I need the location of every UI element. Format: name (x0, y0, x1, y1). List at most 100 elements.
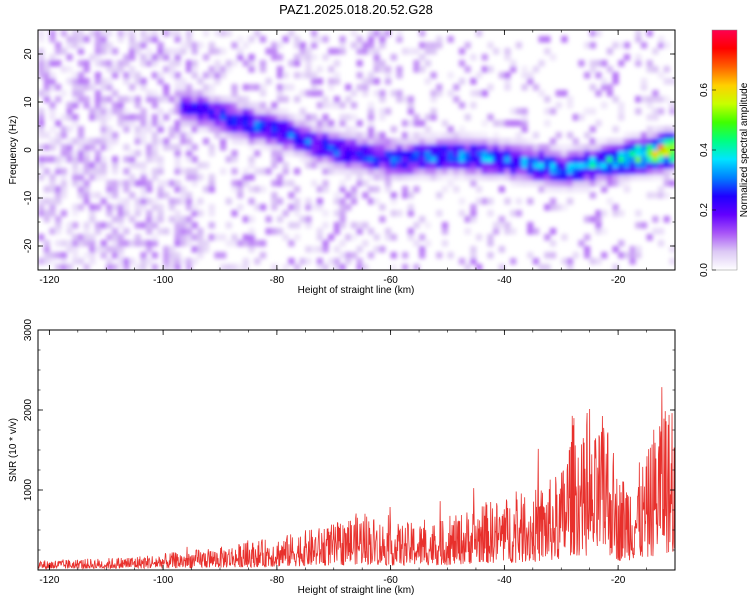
heatmap-cell (515, 120, 523, 127)
heatmap-cell (595, 174, 602, 181)
heatmap-cell (89, 54, 96, 61)
heatmap-cell (578, 156, 585, 163)
heatmap-cell (430, 174, 437, 181)
heatmap-cell (555, 180, 562, 187)
heatmap-cell (430, 96, 437, 103)
heatmap-cell (487, 168, 494, 175)
heatmap-cell (299, 156, 306, 163)
heatmap-cell (384, 108, 392, 115)
heatmap-cell (333, 138, 341, 145)
heatmap-cell (146, 180, 153, 187)
heatmap-cell (231, 138, 238, 145)
heatmap-cell (60, 150, 68, 157)
heatmap-cell (419, 216, 426, 223)
heatmap-cell (538, 186, 545, 193)
heatmap-cell (657, 108, 665, 115)
heatmap-cell (367, 36, 375, 43)
x-tick-label: -100 (153, 575, 173, 586)
heatmap-cell (38, 30, 45, 37)
heatmap-cell (311, 126, 318, 133)
heatmap-cell (555, 150, 562, 157)
heatmap-cell (100, 84, 107, 91)
heatmap-cell (436, 174, 443, 181)
heatmap-cell (168, 66, 176, 73)
heatmap-cell (339, 264, 346, 270)
spectrogram-x-label: Height of straight line (km) (298, 285, 415, 296)
heatmap-cell (293, 168, 301, 175)
heatmap-cell (106, 132, 113, 139)
heatmap-cell (242, 216, 250, 223)
heatmap-cell (669, 150, 675, 157)
heatmap-cell (396, 168, 403, 175)
heatmap-cell (447, 252, 454, 259)
heatmap-cell (441, 120, 449, 127)
heatmap-cell (441, 144, 449, 151)
heatmap-cell (94, 36, 102, 43)
heatmap-cell (83, 150, 90, 157)
heatmap-cell (333, 144, 341, 151)
heatmap-cell (669, 180, 675, 187)
heatmap-cell (242, 180, 250, 187)
heatmap-cell (532, 150, 540, 157)
heatmap-cell (94, 96, 102, 103)
heatmap-cell (333, 78, 341, 85)
heatmap-cell (521, 168, 528, 175)
heatmap-cell (436, 132, 443, 139)
heatmap-cell (498, 246, 505, 253)
heatmap-cell (396, 138, 403, 145)
heatmap-cell (77, 234, 85, 241)
heatmap-cell (566, 180, 574, 187)
heatmap-cell (208, 102, 215, 109)
heatmap-cell (106, 108, 113, 115)
heatmap-cell (106, 192, 113, 199)
heatmap-cell (55, 216, 62, 223)
heatmap-cell (345, 168, 352, 175)
heatmap-cell (174, 162, 181, 169)
heatmap-cell (248, 234, 255, 241)
heatmap-cell (544, 144, 551, 151)
heatmap-cell (345, 192, 352, 199)
heatmap-cell (151, 216, 159, 223)
heatmap-cell (311, 84, 318, 91)
heatmap-cell (601, 210, 608, 217)
heatmap-cell (265, 120, 272, 127)
heatmap-cell (379, 36, 386, 43)
heatmap-cell (521, 174, 528, 181)
heatmap-cell (350, 192, 358, 199)
heatmap-cell (49, 138, 56, 145)
heatmap-cell (174, 156, 181, 163)
heatmap-cell (657, 42, 665, 49)
heatmap-cell (339, 216, 346, 223)
heatmap-cell (293, 114, 301, 121)
heatmap-cell (140, 138, 147, 145)
heatmap-cell (123, 108, 130, 115)
heatmap-cell (248, 108, 255, 115)
heatmap-cell (123, 168, 130, 175)
heatmap-cell (390, 138, 397, 145)
heatmap-cell (123, 258, 130, 265)
heatmap-cell (350, 102, 358, 109)
heatmap-cell (657, 138, 665, 145)
heatmap-cell (265, 48, 272, 55)
heatmap-cell (322, 246, 329, 253)
heatmap-cell (498, 120, 505, 127)
heatmap-cell (191, 204, 198, 211)
heatmap-cell (373, 168, 380, 175)
heatmap-cell (566, 144, 574, 151)
heatmap-cell (601, 156, 608, 163)
heatmap-cell (237, 126, 244, 133)
heatmap-cell (384, 72, 392, 79)
heatmap-cell (470, 132, 477, 139)
heatmap-cell (305, 90, 312, 97)
heatmap-cell (293, 204, 301, 211)
heatmap-cell (282, 126, 289, 133)
heatmap-cell (510, 210, 517, 217)
heatmap-cell (407, 156, 414, 163)
heatmap-cell (322, 168, 329, 175)
heatmap-cell (237, 204, 244, 211)
heatmap-cell (646, 30, 653, 37)
heatmap-cell (413, 240, 420, 247)
heatmap-cell (430, 42, 437, 49)
heatmap-cell (487, 42, 494, 49)
heatmap-cell (498, 174, 505, 181)
